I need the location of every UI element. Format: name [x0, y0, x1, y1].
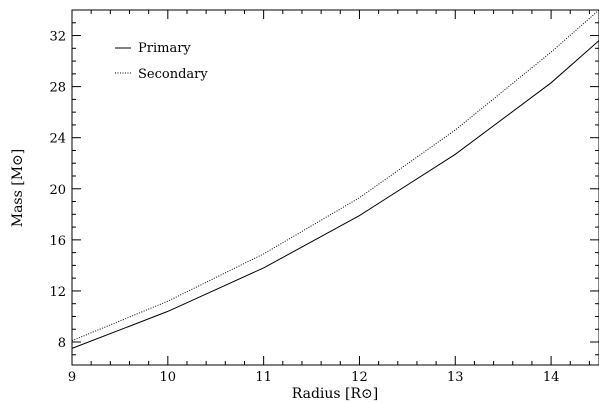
x-tick-label: 14 — [543, 370, 560, 385]
legend-label-secondary: Secondary — [138, 67, 208, 82]
x-tick-label: 13 — [447, 370, 464, 385]
x-tick-label: 12 — [351, 370, 368, 385]
plot-frame — [71, 9, 599, 366]
x-tick-label: 9 — [68, 370, 76, 385]
y-tick-label: 20 — [49, 183, 66, 198]
legend-label-primary: Primary — [138, 41, 191, 56]
y-tick-label: 28 — [49, 81, 66, 96]
axis-ticks — [71, 9, 599, 365]
series-lines — [71, 9, 599, 349]
y-tick-label: 16 — [49, 234, 66, 249]
y-axis-label: Mass [M⊙] — [10, 149, 26, 228]
y-tick-label: 32 — [49, 30, 66, 45]
series-line-secondary — [71, 9, 599, 342]
y-tick-label: 24 — [49, 132, 66, 147]
series-line-primary — [71, 40, 599, 349]
x-tick-label: 10 — [160, 370, 177, 385]
y-tick-label: 8 — [58, 336, 66, 351]
legend: Primary Secondary — [115, 41, 208, 82]
x-tick-label: 11 — [255, 370, 272, 385]
x-axis-label: Radius [R⊙] — [292, 386, 379, 402]
y-tick-label: 12 — [49, 285, 66, 300]
axis-tick-labels: 9 10 11 12 13 14 8 12 16 20 24 28 32 — [49, 30, 559, 385]
